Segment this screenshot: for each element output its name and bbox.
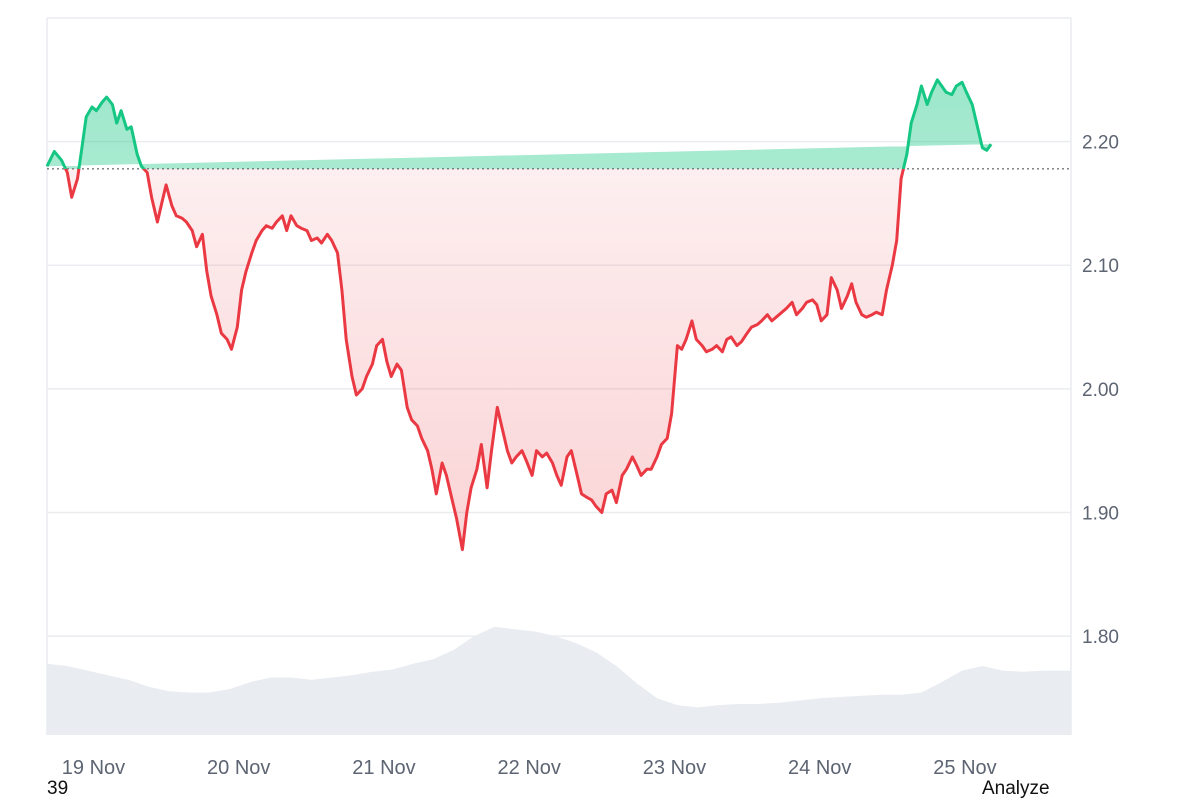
price-fills xyxy=(47,79,992,550)
analyze-link[interactable]: Analyze xyxy=(982,778,1050,799)
volume-area xyxy=(47,626,1071,735)
above-baseline-fill xyxy=(47,79,992,169)
price-lines xyxy=(45,78,993,552)
price-line-down xyxy=(63,168,905,552)
y-tick-label: 2.10 xyxy=(1082,256,1119,277)
x-axis: 19 Nov 20 Nov 21 Nov 22 Nov 23 Nov 24 Nov 25 N… xyxy=(62,757,997,779)
x-tick-label: 19 Nov xyxy=(62,757,125,779)
x-tick-label: 25 Nov xyxy=(933,757,996,779)
y-axis: 1.80 1.90 2.00 2.10 2.20 xyxy=(1082,133,1119,648)
x-tick-label: 22 Nov xyxy=(498,757,561,779)
footer-left-text: 39 xyxy=(47,778,69,799)
y-tick-label: 2.00 xyxy=(1082,380,1119,401)
y-tick-label: 1.90 xyxy=(1082,503,1119,524)
y-tick-label: 1.80 xyxy=(1082,627,1119,648)
x-tick-label: 21 Nov xyxy=(352,757,415,779)
y-tick-label: 2.20 xyxy=(1082,133,1119,154)
volume-area-path xyxy=(47,626,1071,735)
x-tick-label: 20 Nov xyxy=(207,757,270,779)
x-tick-label: 23 Nov xyxy=(643,757,706,779)
x-tick-label: 24 Nov xyxy=(788,757,851,779)
below-baseline-fill xyxy=(65,168,904,550)
